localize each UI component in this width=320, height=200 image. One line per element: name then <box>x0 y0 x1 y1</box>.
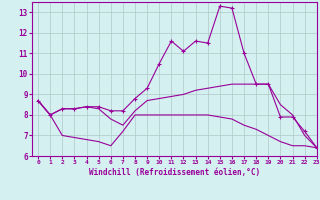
X-axis label: Windchill (Refroidissement éolien,°C): Windchill (Refroidissement éolien,°C) <box>89 168 260 177</box>
